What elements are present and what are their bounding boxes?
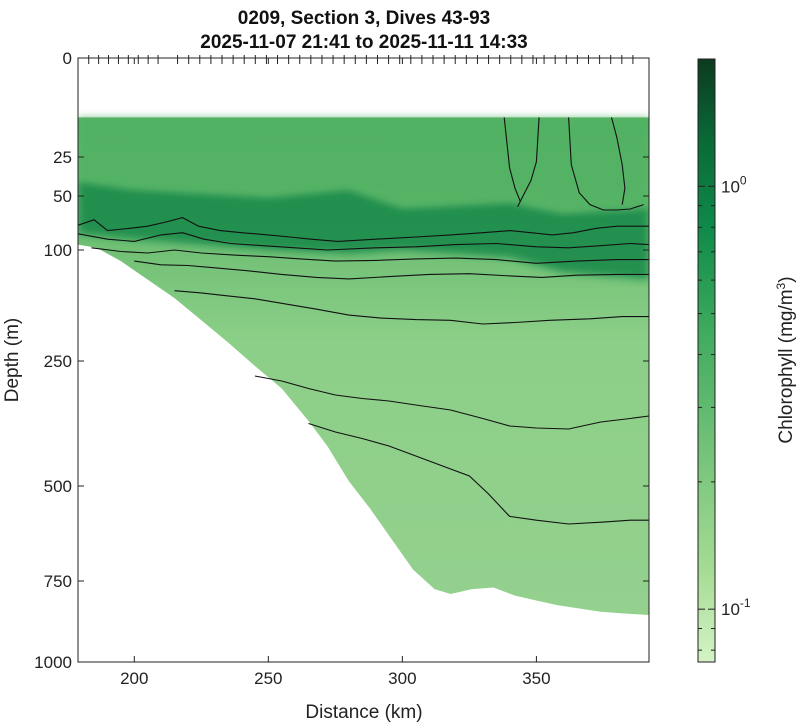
y-tick-label: 750 — [44, 572, 72, 591]
contour-line — [568, 117, 644, 211]
contour-line — [134, 260, 649, 280]
chart-title: 0209, Section 3, Dives 43-93 — [238, 8, 490, 29]
contour-line — [78, 217, 649, 242]
contour-line — [308, 422, 649, 525]
x-axis-ticks: 200 250 300 350 — [120, 58, 551, 688]
x-axis-label: Distance (km) — [305, 702, 422, 723]
x-tick-label: 300 — [388, 669, 416, 688]
colorbar-tick-label: 100 — [721, 173, 747, 196]
x-tick-label: 250 — [254, 669, 282, 688]
y-tick-label: 500 — [44, 477, 72, 496]
y-axis-ticks: 0 25 50 100 250 500 750 1000 — [34, 49, 649, 672]
colorbar-ticks: 100 10-1 — [698, 58, 751, 651]
x-tick-label: 350 — [522, 669, 550, 688]
y-tick-label: 100 — [44, 241, 72, 260]
contour-line — [254, 375, 649, 430]
chlorophyll-max-band — [78, 180, 649, 280]
plot-content — [78, 117, 649, 616]
x-tick-label: 200 — [120, 669, 148, 688]
y-axis-label: Depth (m) — [2, 318, 23, 402]
colorbar: 100 10-1 Chlorophyll (mg/m3) — [697, 58, 797, 663]
contour-line — [517, 117, 540, 208]
contour-line — [610, 117, 626, 205]
chart-subtitle: 2025-11-07 21:41 to 2025-11-11 14:33 — [200, 32, 527, 53]
colorbar-label: Chlorophyll (mg/m3) — [774, 276, 797, 443]
y-tick-label: 25 — [53, 148, 72, 167]
contour-line — [91, 247, 649, 264]
colorbar-tick-label: 10-1 — [721, 596, 751, 619]
plot-frame — [77, 57, 650, 663]
contour-line — [174, 290, 649, 325]
dive-markers — [88, 55, 634, 64]
y-tick-label: 50 — [53, 187, 72, 206]
contour-line — [503, 117, 521, 202]
contour-lines — [78, 117, 649, 525]
colorbar-gradient — [697, 58, 716, 663]
contour-line — [78, 232, 649, 251]
y-tick-label: 1000 — [34, 653, 72, 672]
y-tick-label: 0 — [63, 49, 72, 68]
y-tick-label: 250 — [44, 352, 72, 371]
